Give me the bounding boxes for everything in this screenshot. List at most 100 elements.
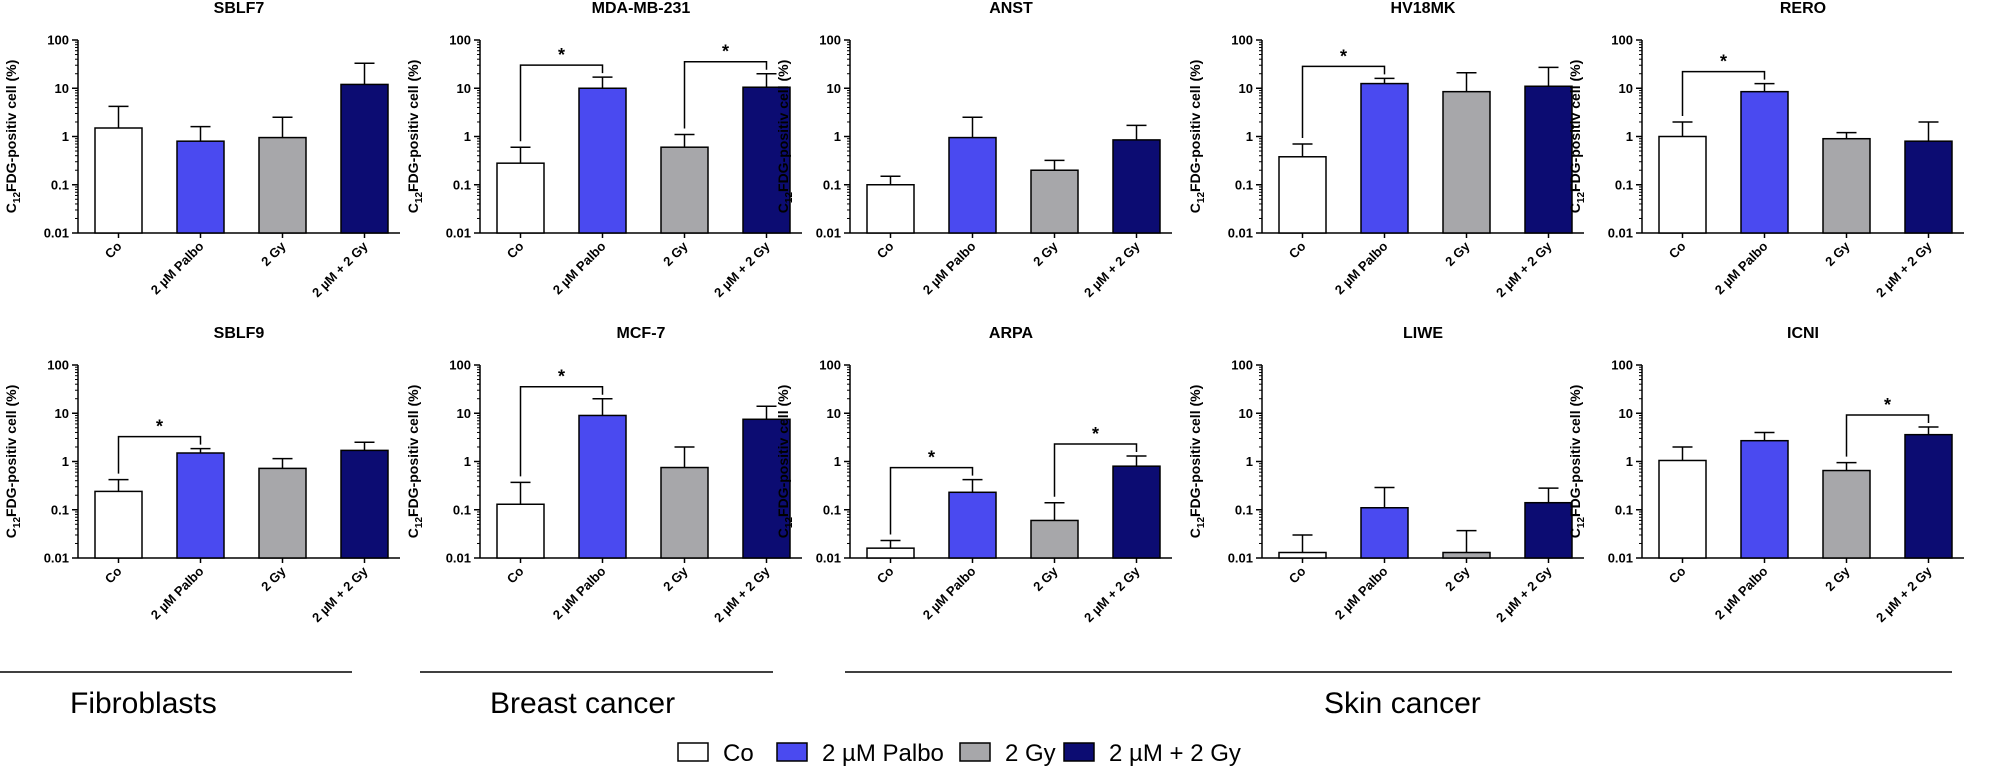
y-tick-label: 1 <box>62 129 69 144</box>
significance-star: * <box>558 45 565 65</box>
y-tick-label: 0.01 <box>446 551 471 566</box>
bar-0 <box>866 547 915 559</box>
y-tick-label: 0.01 <box>816 226 841 241</box>
y-tick-label: 0.01 <box>1228 551 1253 566</box>
bar-3 <box>1904 140 1953 234</box>
y-tick-label: 100 <box>819 33 841 48</box>
y-tick-label: 100 <box>1231 358 1253 373</box>
bar-3 <box>742 418 791 559</box>
x-tick-label: Co <box>504 238 527 261</box>
bar-2 <box>1030 169 1079 234</box>
y-tick-label: 10 <box>457 81 471 96</box>
y-tick-label: 0.1 <box>453 502 471 517</box>
x-tick-label: 2 µM + 2 Gy <box>1873 238 1935 300</box>
y-tick-label: 100 <box>819 358 841 373</box>
y-tick-label: 100 <box>47 358 69 373</box>
x-tick-label: 2 µM Palbo <box>920 238 979 297</box>
panel-mda-mb-231: MDA-MB-231 C12FDG-positiv cell (%) 0.01 0.1… <box>405 0 802 300</box>
bar-1 <box>1360 82 1409 234</box>
bar-0 <box>1278 551 1327 559</box>
x-tick-label: 2 µM Palbo <box>148 563 207 622</box>
y-tick-label: 10 <box>1239 81 1253 96</box>
bar-2 <box>660 466 709 559</box>
bar-1 <box>578 414 627 559</box>
bar-1 <box>176 452 225 559</box>
x-tick-label: 2 µM Palbo <box>1712 238 1771 297</box>
bar-0 <box>94 490 143 559</box>
x-tick-label: 2 Gy <box>660 238 691 269</box>
x-tick-label: 2 µM + 2 Gy <box>711 238 773 300</box>
x-tick-label: 2 µM Palbo <box>550 563 609 622</box>
panel-rero: RERO C12FDG-positiv cell (%) 0.01 0.1 1 10 100… <box>1567 0 1964 300</box>
panel-title: MDA-MB-231 <box>592 0 691 17</box>
y-tick-label: 1 <box>1626 454 1633 469</box>
panel-title: ICNI <box>1787 325 1819 342</box>
panel-arpa: ARPA C12FDG-positiv cell (%) 0.01 0.1 1 10 100… <box>775 325 1172 625</box>
x-tick-label: 2 µM + 2 Gy <box>711 563 773 625</box>
y-tick-label: 10 <box>827 81 841 96</box>
x-tick-label: 2 µM Palbo <box>920 563 979 622</box>
significance-bracket <box>683 60 768 129</box>
legend-label: 2 µM Palbo <box>822 740 944 767</box>
bar-3 <box>1112 139 1161 234</box>
bar-3 <box>1524 501 1573 559</box>
x-tick-label: 2 Gy <box>1822 563 1853 594</box>
bar-2 <box>1030 519 1079 559</box>
x-tick-label: 2 Gy <box>258 563 289 594</box>
significance-bracket <box>519 385 604 477</box>
x-tick-label: Co <box>1286 238 1309 261</box>
legend-label: 2 µM + 2 Gy <box>1109 740 1241 767</box>
x-tick-label: 2 µM Palbo <box>1332 238 1391 297</box>
significance-bracket <box>1301 65 1386 138</box>
x-tick-label: Co <box>504 563 527 586</box>
x-tick-label: Co <box>1666 563 1689 586</box>
bar-3 <box>1524 85 1573 234</box>
y-tick-label: 0.1 <box>51 177 69 192</box>
x-tick-label: 2 Gy <box>1442 563 1473 594</box>
x-tick-label: 2 µM Palbo <box>1332 563 1391 622</box>
bar-1 <box>1740 439 1789 559</box>
y-tick-label: 100 <box>449 33 471 48</box>
bar-2 <box>1822 469 1871 559</box>
panel-icni: ICNI C12FDG-positiv cell (%) 0.01 0.1 1 10 100… <box>1567 325 1964 625</box>
x-tick-label: Co <box>1286 563 1309 586</box>
x-tick-label: 2 µM Palbo <box>550 238 609 297</box>
bar-1 <box>948 136 997 234</box>
x-tick-label: 2 Gy <box>1030 563 1061 594</box>
y-tick-label: 1 <box>834 129 841 144</box>
group-label: Breast cancer <box>490 687 675 720</box>
y-tick-label: 0.1 <box>1615 502 1633 517</box>
y-tick-label: 10 <box>827 406 841 421</box>
bar-2 <box>1822 137 1871 234</box>
bar-1 <box>1360 507 1409 559</box>
y-tick-label: 0.1 <box>1235 502 1253 517</box>
y-tick-label: 1 <box>62 454 69 469</box>
bar-2 <box>258 136 307 234</box>
x-tick-label: 2 Gy <box>1030 238 1061 269</box>
y-tick-label: 0.01 <box>1608 226 1633 241</box>
y-tick-label: 100 <box>1611 358 1633 373</box>
y-axis-label: C12FDG-positiv cell (%) <box>405 60 425 213</box>
y-tick-label: 0.01 <box>816 551 841 566</box>
bar-2 <box>660 146 709 234</box>
significance-star: * <box>1884 395 1891 415</box>
x-tick-label: Co <box>874 238 897 261</box>
significance-bracket <box>889 466 974 535</box>
y-tick-label: 100 <box>449 358 471 373</box>
significance-star: * <box>1340 46 1347 66</box>
significance-bracket <box>117 435 202 474</box>
bar-2 <box>1442 551 1491 559</box>
bar-0 <box>1658 135 1707 234</box>
bar-1 <box>578 87 627 234</box>
bar-0 <box>1278 156 1327 234</box>
y-tick-label: 10 <box>55 81 69 96</box>
significance-bracket <box>519 64 604 142</box>
bar-0 <box>1658 459 1707 559</box>
bar-2 <box>258 467 307 559</box>
y-axis-label: C12FDG-positiv cell (%) <box>3 385 23 538</box>
x-tick-label: 2 Gy <box>1442 238 1473 269</box>
y-tick-label: 100 <box>1231 33 1253 48</box>
y-axis-label: C12FDG-positiv cell (%) <box>775 60 795 213</box>
y-tick-label: 0.1 <box>823 177 841 192</box>
